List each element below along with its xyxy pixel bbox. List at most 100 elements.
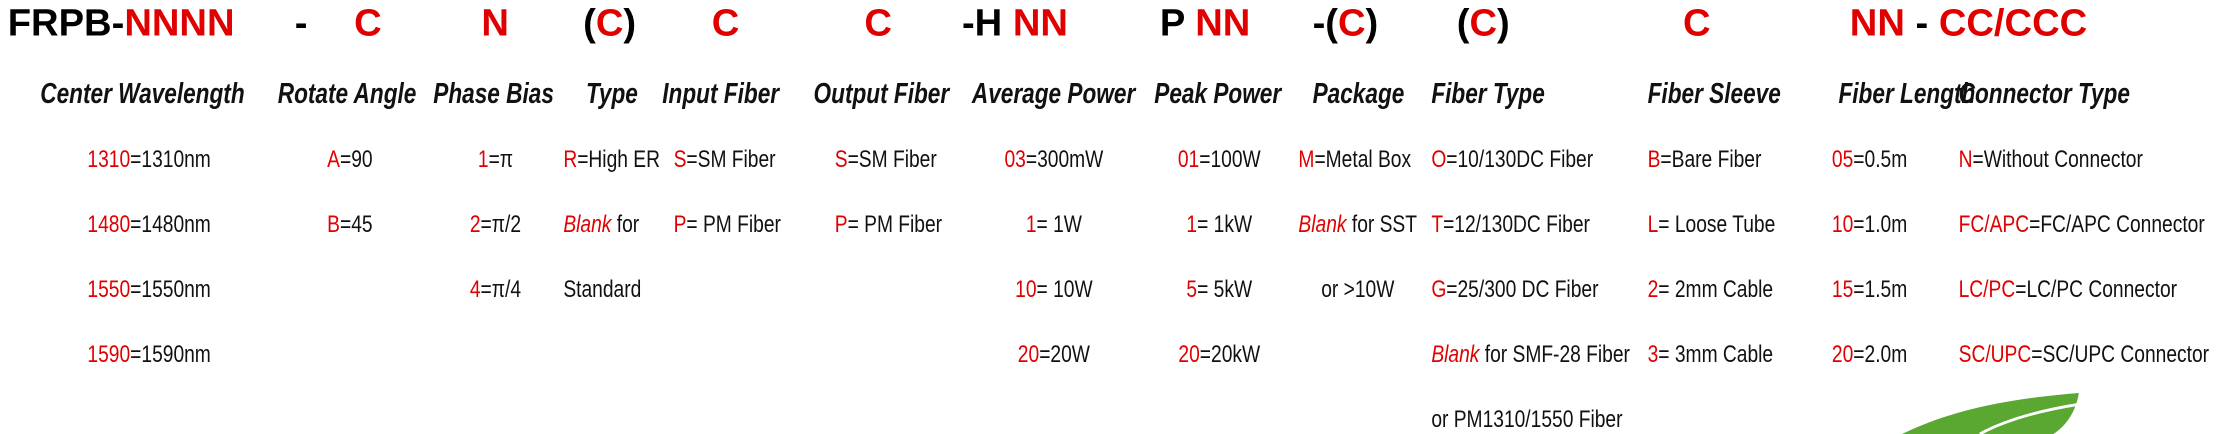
option-code: 5 bbox=[1186, 275, 1197, 303]
option-code: L bbox=[1648, 210, 1659, 238]
option-code: FC/APC bbox=[1959, 210, 2029, 238]
option-code: G bbox=[1431, 275, 1446, 303]
option-description: =1590nm bbox=[130, 340, 211, 368]
option-description: =FC/APC Connector bbox=[2029, 210, 2205, 238]
option-description: =π bbox=[489, 145, 513, 173]
option-description: =1550nm bbox=[130, 275, 211, 303]
column-header: Type bbox=[586, 79, 638, 110]
option-entry: L= Loose Tube bbox=[1648, 210, 1776, 238]
option-code: O bbox=[1431, 145, 1446, 173]
code-part: CC/CCC bbox=[1939, 1, 2087, 44]
option-description: = 5kW bbox=[1197, 275, 1252, 303]
column-header: Input Fiber bbox=[662, 79, 781, 110]
option-code: 1 bbox=[1186, 210, 1197, 238]
option-code: 1 bbox=[1026, 210, 1037, 238]
option-entry: 2= 2mm Cable bbox=[1648, 275, 1774, 303]
option-description: or PM1310/1550 Fiber bbox=[1431, 405, 1622, 433]
code-part: C bbox=[712, 1, 740, 44]
option-entry: N=Without Connector bbox=[1959, 145, 2143, 173]
option-code: P bbox=[835, 210, 848, 238]
option-description: =High ER bbox=[577, 145, 660, 173]
option-description: =SC/UPC Connector bbox=[2031, 340, 2209, 368]
option-code: 20 bbox=[1178, 340, 1199, 368]
code-segment: NN - CC/CCC bbox=[1850, 1, 2087, 44]
option-code: Blank bbox=[1298, 210, 1347, 238]
option-entry: T=12/130DC Fiber bbox=[1431, 210, 1590, 238]
option-entry: 3= 3mm Cable bbox=[1648, 340, 1774, 368]
option-code: 05 bbox=[1832, 145, 1853, 173]
column-header: Peak Power bbox=[1154, 79, 1283, 110]
code-segment: N bbox=[481, 1, 509, 44]
option-code: 1310 bbox=[87, 145, 130, 173]
logo-leaf bbox=[1902, 393, 2079, 434]
code-part: C bbox=[1469, 1, 1497, 44]
option-entry: G=25/300 DC Fiber bbox=[1431, 275, 1598, 303]
option-description: =1480nm bbox=[130, 210, 211, 238]
option-code: 20 bbox=[1832, 340, 1853, 368]
column-header: Fiber Length bbox=[1838, 79, 1975, 110]
option-code: T bbox=[1431, 210, 1443, 238]
option-entry: 03=300mW bbox=[1004, 145, 1103, 173]
option-code: LC/PC bbox=[1959, 275, 2016, 303]
option-code: 10 bbox=[1832, 210, 1853, 238]
option-description: =45 bbox=[340, 210, 373, 238]
code-segment: FRPB-NNNN bbox=[8, 1, 235, 44]
option-code: S bbox=[835, 145, 848, 173]
option-entry: B=Bare Fiber bbox=[1648, 145, 1762, 173]
code-part: P bbox=[1160, 1, 1195, 44]
option-description: =25/300 DC Fiber bbox=[1446, 275, 1598, 303]
column-header: Average Power bbox=[971, 79, 1137, 110]
option-entry: O=10/130DC Fiber bbox=[1431, 145, 1593, 173]
option-description: = PM Fiber bbox=[686, 210, 781, 238]
option-entry: or >10W bbox=[1321, 275, 1395, 303]
option-entry: 1590=1590nm bbox=[87, 340, 210, 368]
code-part: N bbox=[481, 1, 509, 44]
code-part: NN bbox=[1013, 1, 1068, 44]
option-description: for bbox=[611, 210, 639, 238]
code-segment: C bbox=[1683, 1, 1711, 44]
option-entry: S=SM Fiber bbox=[674, 145, 776, 173]
option-description: =20kW bbox=[1200, 340, 1261, 368]
code-part: - bbox=[1905, 1, 1939, 44]
option-description: =Metal Box bbox=[1314, 145, 1411, 173]
option-description: =π/4 bbox=[481, 275, 522, 303]
option-entry: Blank for SST bbox=[1298, 210, 1417, 238]
option-description: = 1W bbox=[1037, 210, 1083, 238]
option-description: = 1kW bbox=[1197, 210, 1252, 238]
code-part: ) bbox=[1497, 1, 1510, 44]
column-header: Fiber Type bbox=[1431, 79, 1544, 110]
option-code: S bbox=[674, 145, 687, 173]
option-entry: 1310=1310nm bbox=[87, 145, 210, 173]
option-description: =π/2 bbox=[481, 210, 522, 238]
option-code: 1 bbox=[478, 145, 489, 173]
option-description: or >10W bbox=[1321, 275, 1395, 303]
option-code: 4 bbox=[470, 275, 481, 303]
option-entry: Blank for bbox=[563, 210, 639, 238]
option-description: =Without Connector bbox=[1973, 145, 2143, 173]
code-part: -H bbox=[962, 1, 1013, 44]
code-segment: P NN bbox=[1160, 1, 1251, 44]
option-entry: Blank for SMF-28 Fiber bbox=[1431, 340, 1630, 368]
code-part: C bbox=[1683, 1, 1711, 44]
option-description: =SM Fiber bbox=[686, 145, 775, 173]
option-description: =SM Fiber bbox=[848, 145, 937, 173]
option-entry: 5= 5kW bbox=[1186, 275, 1252, 303]
option-description: =100W bbox=[1199, 145, 1261, 173]
option-code: 3 bbox=[1648, 340, 1659, 368]
option-entry: 15=1.5m bbox=[1832, 275, 1907, 303]
option-entry: FC/APC=FC/APC Connector bbox=[1959, 210, 2205, 238]
option-description: =0.5m bbox=[1853, 145, 1907, 173]
option-description: =12/130DC Fiber bbox=[1443, 210, 1590, 238]
option-description: =300mW bbox=[1026, 145, 1104, 173]
code-part: C bbox=[596, 1, 624, 44]
option-entry: or PM1310/1550 Fiber bbox=[1431, 405, 1622, 433]
option-entry: 1480=1480nm bbox=[87, 210, 210, 238]
option-description: =1.0m bbox=[1853, 210, 1907, 238]
option-description: =2.0m bbox=[1853, 340, 1907, 368]
option-entry: 10=1.0m bbox=[1832, 210, 1907, 238]
option-code: B bbox=[1648, 145, 1661, 173]
option-entry: 20=20W bbox=[1018, 340, 1091, 368]
option-description: for SST bbox=[1347, 210, 1417, 238]
option-entry: 20=20kW bbox=[1178, 340, 1260, 368]
